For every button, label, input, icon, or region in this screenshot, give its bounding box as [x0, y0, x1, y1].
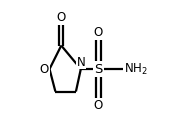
Text: O: O	[40, 62, 49, 76]
Text: O: O	[57, 11, 66, 24]
Text: O: O	[94, 26, 103, 39]
Text: S: S	[94, 62, 103, 76]
Text: O: O	[94, 99, 103, 112]
Text: NH$_2$: NH$_2$	[124, 61, 148, 77]
Text: N: N	[76, 55, 85, 69]
